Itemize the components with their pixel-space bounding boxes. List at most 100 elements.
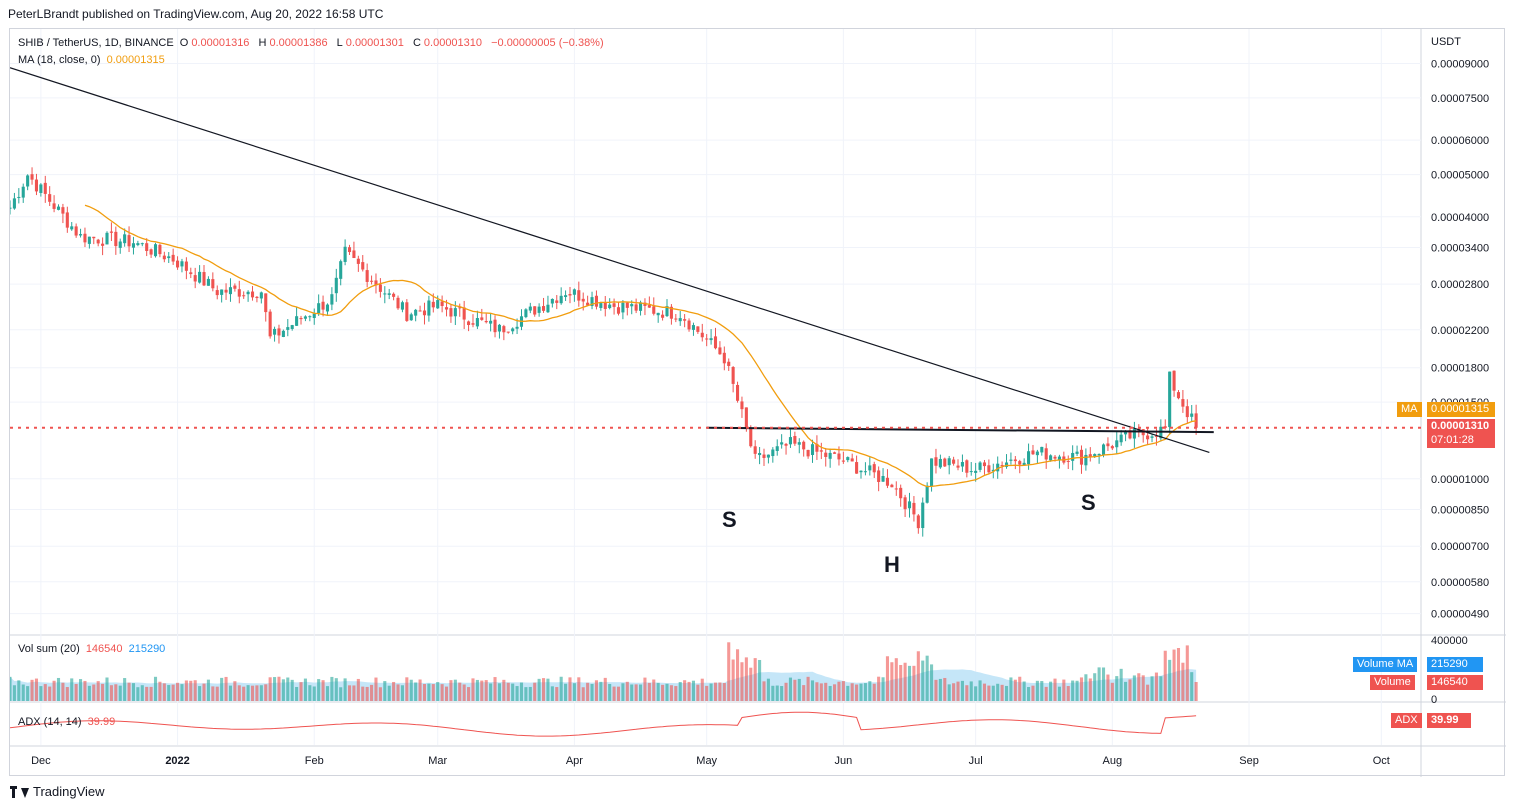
volume-bar <box>140 685 144 701</box>
volume-bar <box>559 676 563 701</box>
volume-bar <box>1035 680 1039 701</box>
candle-body <box>511 328 515 332</box>
volume-bar <box>193 680 197 701</box>
volume-bar <box>114 684 118 701</box>
volume-bar <box>1097 667 1101 701</box>
candle-body <box>65 212 69 228</box>
volume-bar <box>1168 659 1172 701</box>
candle-body <box>736 384 740 401</box>
volume-bar <box>833 684 837 701</box>
candle-body <box>1097 453 1101 456</box>
candle-body <box>643 302 647 306</box>
candle-body <box>317 303 321 314</box>
volume-bar <box>515 686 519 701</box>
candle-body <box>616 307 621 314</box>
volume-bar <box>365 686 369 701</box>
time-tick-label: Jul <box>969 755 983 767</box>
candle-body <box>1106 443 1110 447</box>
candle-body <box>1066 460 1070 462</box>
volume-bar <box>427 683 431 701</box>
volume-bar <box>687 681 691 701</box>
price-tick-label: 0.00001800 <box>1431 363 1489 375</box>
candle-body <box>21 186 25 198</box>
volume-bar <box>149 686 153 701</box>
volume-bar <box>264 684 268 701</box>
symbol-title[interactable]: SHIB / TetherUS, 1D, BINANCE <box>18 37 174 49</box>
volume-bar <box>925 655 929 701</box>
candle-body <box>352 250 356 259</box>
tradingview-logo[interactable]: TradingView <box>10 784 105 799</box>
bar-countdown: 07:01:28 <box>1427 433 1495 448</box>
close-value: 0.00001310 <box>423 37 483 49</box>
candle-body <box>127 235 131 247</box>
volume-bar <box>537 678 541 701</box>
candle-body <box>996 463 1000 472</box>
volume-bar <box>449 680 453 701</box>
volume-bar <box>568 677 572 701</box>
candle-body <box>237 289 241 297</box>
candle-body <box>837 453 841 460</box>
price-tick-label: 0.00000490 <box>1431 609 1489 621</box>
price-legend: SHIB / TetherUS, 1D, BINANCE O 0.00001316… <box>18 37 607 49</box>
low-value: 0.00001301 <box>345 37 404 49</box>
candle-body <box>246 291 250 295</box>
candle-body <box>625 302 629 308</box>
candle-body <box>1194 413 1198 428</box>
candle-body <box>162 255 166 260</box>
candle-body <box>1004 462 1009 467</box>
adx-legend-label[interactable]: ADX (14, 14) <box>18 716 82 728</box>
candle-body <box>731 367 735 384</box>
candle-body <box>894 488 898 490</box>
volume-bar <box>162 683 166 701</box>
volume-bar <box>661 684 665 701</box>
volume-bar <box>387 685 391 701</box>
candle-body <box>70 226 74 230</box>
candle-body <box>250 291 255 298</box>
candle-body <box>383 293 387 295</box>
time-tick-label: Apr <box>566 755 583 767</box>
volume-bar <box>339 687 343 701</box>
candle-body <box>480 317 484 320</box>
candle-body <box>458 307 462 309</box>
volume-bar <box>859 683 863 701</box>
candle-body <box>647 305 651 308</box>
volume-bar <box>1027 687 1031 701</box>
volume-bar <box>612 686 616 701</box>
volume-bar <box>868 681 872 701</box>
volume-bar <box>718 682 722 701</box>
candle-body <box>550 298 554 304</box>
moving-average-line <box>84 204 1197 488</box>
candle-body <box>228 287 233 295</box>
volume-bar <box>153 676 158 701</box>
candle-body <box>943 458 947 467</box>
volume-bar <box>916 651 920 701</box>
last-price-tag: 0.00001310 <box>1427 419 1495 434</box>
candle-body <box>87 236 91 244</box>
candle-body <box>921 502 925 529</box>
volume-bar <box>921 660 925 701</box>
volume-bar <box>1084 674 1088 701</box>
candle-body <box>286 327 290 330</box>
candle-body <box>969 471 973 473</box>
volume-bar <box>991 685 995 701</box>
candle-body <box>180 261 184 267</box>
volume-bar <box>255 685 259 701</box>
ma-legend-label[interactable]: MA (18, close, 0) <box>18 54 101 66</box>
volume-bar <box>1088 678 1092 701</box>
volume-tag: Volume <box>1370 675 1415 690</box>
volume-bar <box>541 678 546 701</box>
volume-bar <box>564 683 568 701</box>
candle-body <box>295 316 299 326</box>
candle-body <box>414 309 418 316</box>
volume-legend-label[interactable]: Vol sum (20) <box>18 643 80 655</box>
candle-body <box>1185 406 1189 418</box>
candle-body <box>524 309 528 318</box>
volume-bar <box>489 683 493 701</box>
volume-bar <box>696 684 700 701</box>
volume-bar <box>819 683 823 701</box>
chart-canvas[interactable]: Dec 2022 Feb Mar Apr May Jun Jul Aug Sep Oct USDT 0.… <box>10 29 1506 777</box>
volume-bar <box>273 677 277 701</box>
candle-body <box>74 226 78 236</box>
volume-bar <box>890 662 894 701</box>
candle-body <box>136 243 140 246</box>
